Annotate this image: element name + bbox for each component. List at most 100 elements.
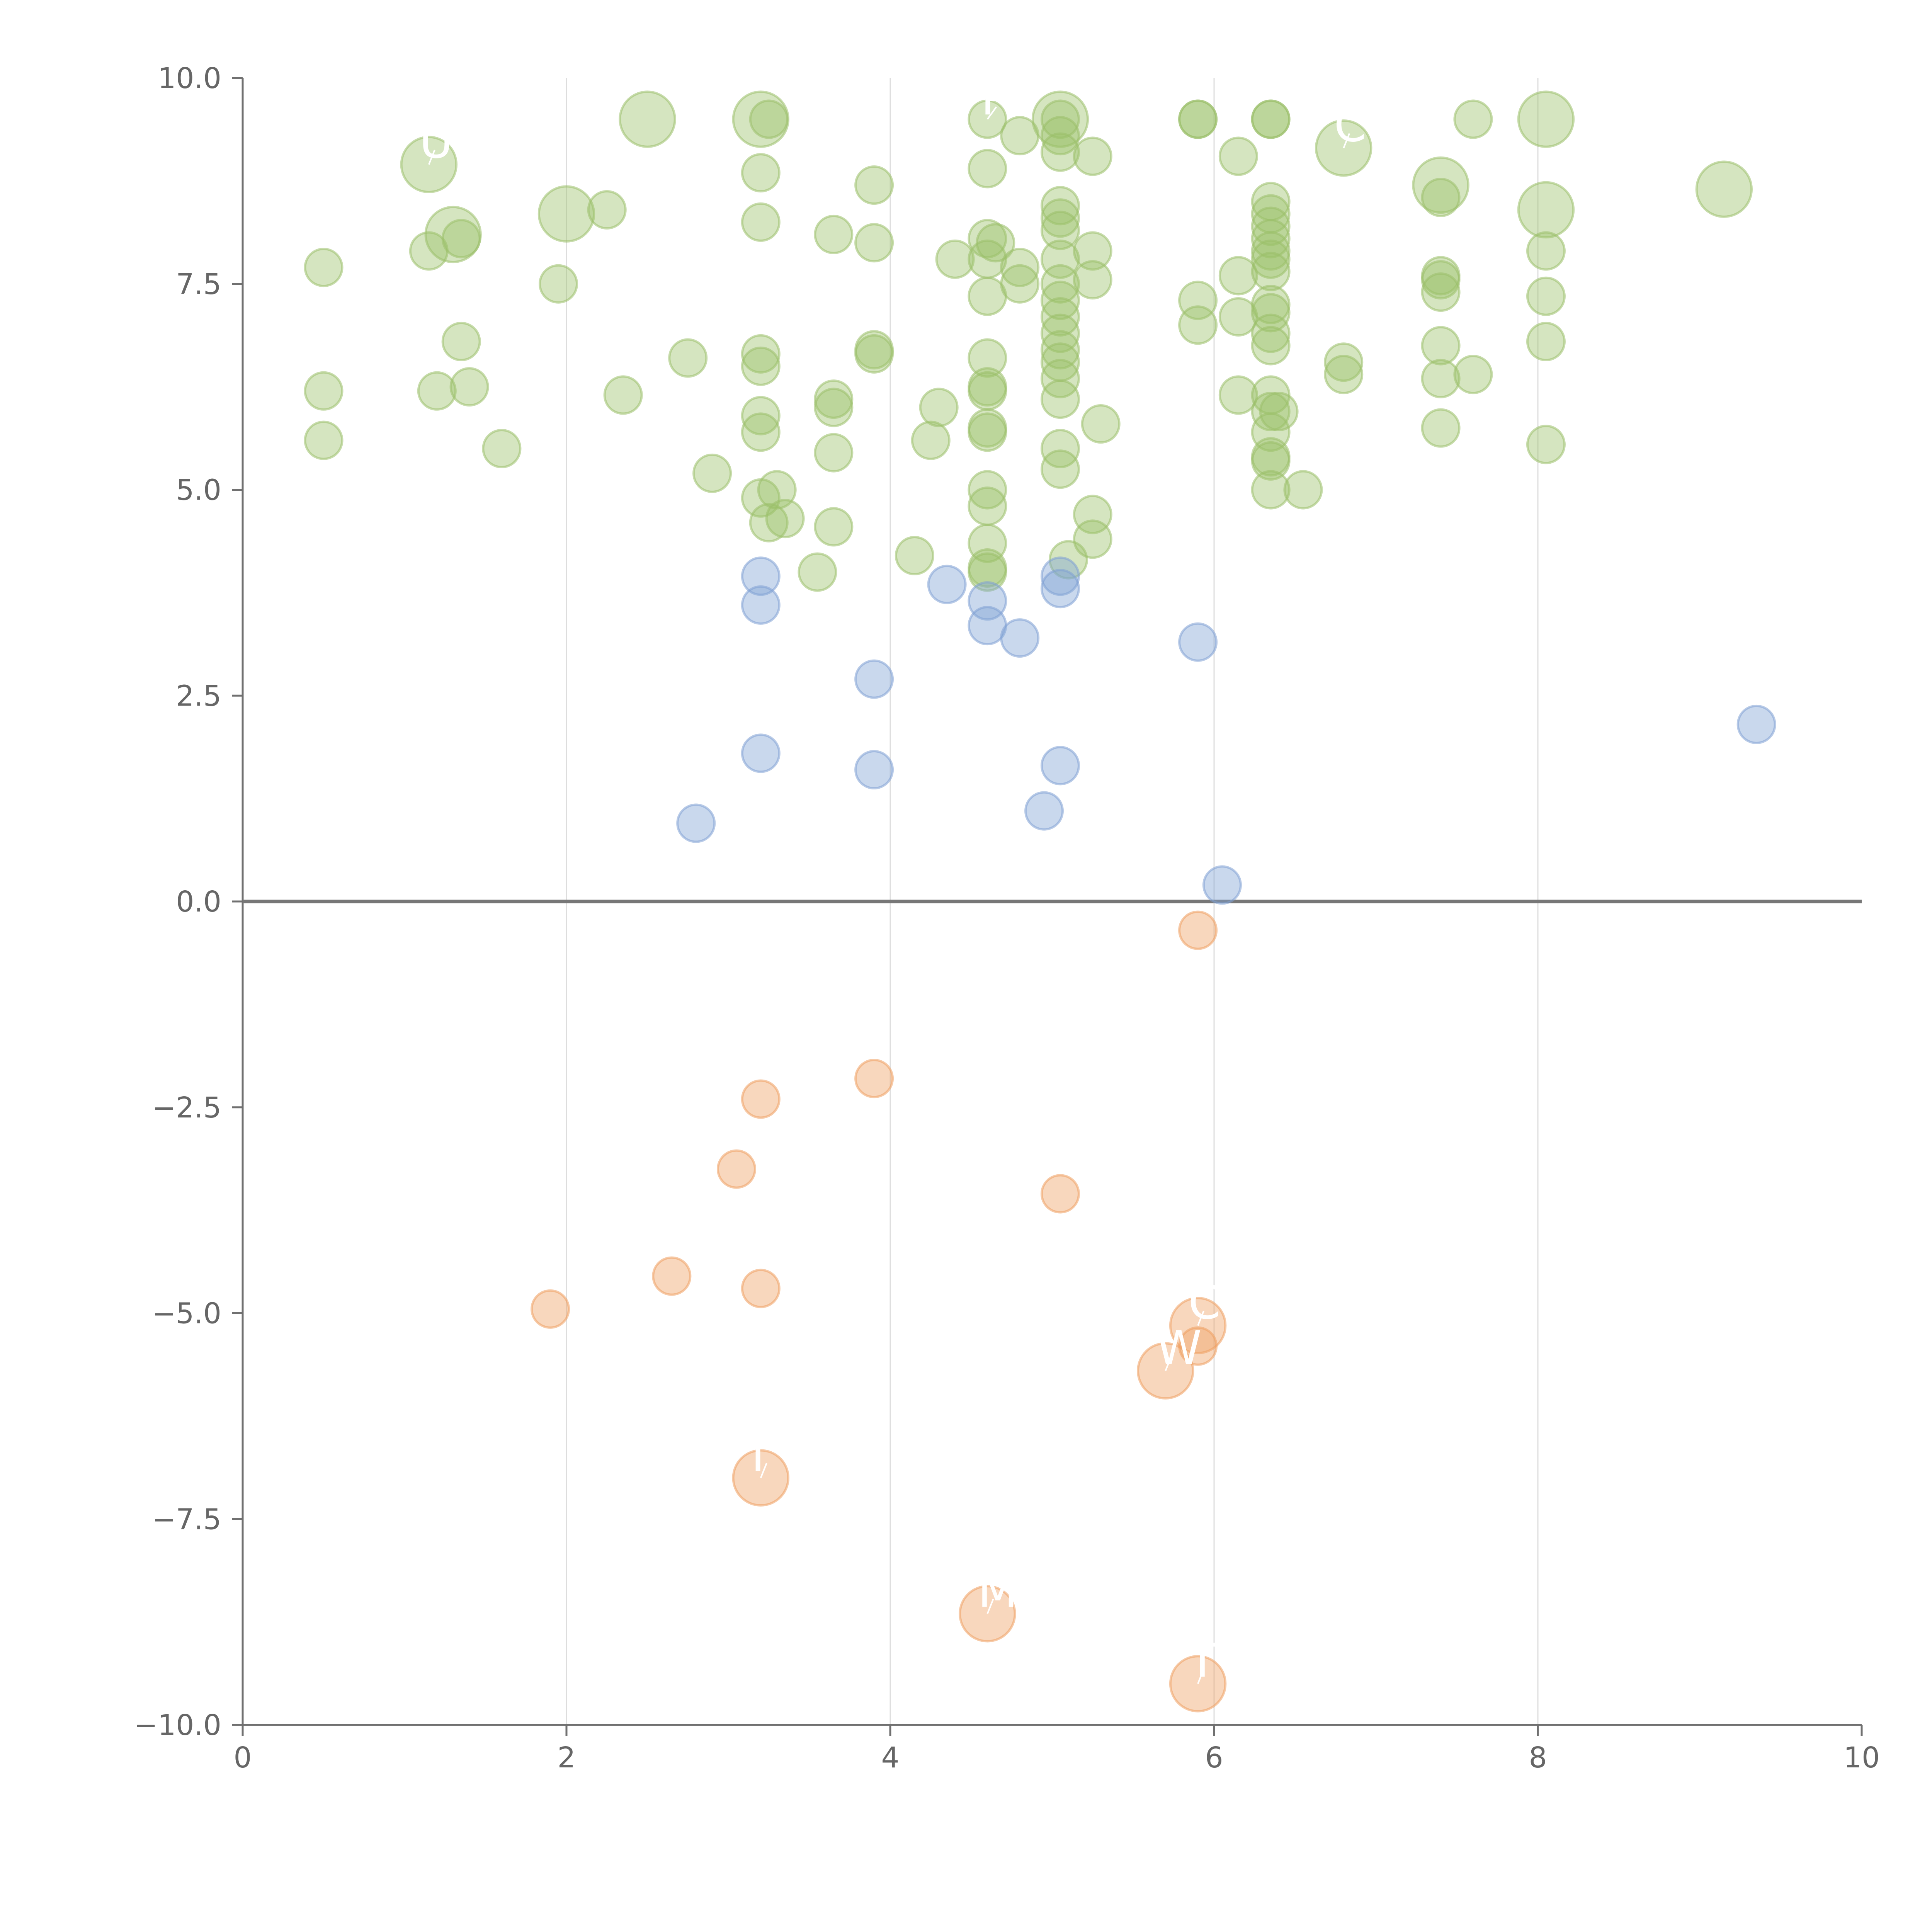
- bubble-point: [1000, 618, 1040, 658]
- bubble-point: [1526, 425, 1566, 464]
- bubble-point: [1421, 272, 1461, 312]
- bubble-point: [749, 503, 789, 543]
- y-tick-label: −2.5: [152, 1091, 221, 1124]
- bubble-point: [968, 412, 1007, 452]
- bubble-label: M: [978, 1565, 1018, 1618]
- bubble-point: [1251, 239, 1291, 279]
- bubble-point: [814, 379, 854, 419]
- bubble-point: [676, 803, 716, 843]
- bubble-point: [968, 149, 1007, 189]
- bubble-point: [668, 338, 708, 378]
- bubble-point: [749, 99, 789, 139]
- bubble-point: [1736, 704, 1776, 744]
- bubble-point: [1517, 181, 1575, 239]
- x-tick-label: 6: [1205, 1741, 1223, 1774]
- bubble-point: [814, 214, 854, 254]
- bubble-point: [482, 429, 522, 468]
- bubble-point: [304, 371, 344, 411]
- bubble-point: [1251, 313, 1291, 353]
- y-tick-label: 10.0: [158, 62, 221, 95]
- bubble-point: [854, 223, 894, 263]
- bubble-point: [1202, 865, 1242, 905]
- x-tick-label: 10: [1844, 1741, 1880, 1774]
- bubble-point: [692, 453, 732, 493]
- bubble-point: [1178, 99, 1218, 139]
- bubble-point: [531, 1289, 570, 1329]
- y-tick-label: −5.0: [152, 1297, 221, 1330]
- bubble-point: [741, 396, 781, 435]
- bubble-label: W: [1156, 1321, 1202, 1375]
- bubble-point: [1040, 449, 1080, 489]
- y-tick-label: 5.0: [176, 474, 221, 507]
- label-leader: [1343, 133, 1350, 148]
- bubble-point: [1421, 326, 1461, 366]
- bubble-point: [1324, 342, 1364, 382]
- bubble-point: [417, 371, 457, 411]
- bubble-point: [1073, 136, 1112, 176]
- x-tick-label: 4: [881, 1741, 899, 1774]
- x-tick-label: 8: [1529, 1741, 1547, 1774]
- bubble-point: [814, 388, 854, 427]
- bubble-label: U: [419, 115, 453, 169]
- x-tick-label: 2: [557, 1741, 575, 1774]
- bubble-point: [1178, 305, 1218, 345]
- label-leader: [1197, 1310, 1205, 1326]
- bubble-point: [814, 507, 854, 547]
- bubble-point: [449, 367, 489, 407]
- bubble-point: [1251, 326, 1291, 366]
- bubble-point: [895, 536, 934, 575]
- bubble-point: [854, 659, 894, 699]
- y-tick-label: 2.5: [176, 679, 221, 713]
- bubble-point: [968, 552, 1007, 592]
- bubble-point: [1040, 379, 1080, 419]
- label-leader: [1197, 1668, 1205, 1684]
- bubble-point: [854, 165, 894, 205]
- bubble-point: [1040, 198, 1080, 238]
- bubble-point: [1526, 321, 1566, 361]
- bubble-point: [741, 334, 781, 374]
- label-leader: [428, 150, 435, 165]
- bubble-point: [1040, 313, 1080, 353]
- bubble-point: [1421, 408, 1461, 448]
- bubble-point: [1040, 359, 1080, 398]
- bubble-point: [1000, 264, 1040, 304]
- bubble-point: [1178, 1326, 1218, 1366]
- label-leader: [986, 106, 997, 120]
- bubble-point: [968, 371, 1007, 411]
- bubble-point: [1324, 355, 1364, 395]
- bubble-label: P: [981, 72, 1009, 126]
- bubble-point: [1040, 569, 1080, 609]
- y-tick-label: 7.5: [176, 268, 221, 301]
- bubble-point: [976, 223, 1015, 263]
- bubble-point: [1412, 156, 1469, 214]
- bubble-point: [741, 346, 781, 386]
- bubble-layer: [304, 90, 1776, 1713]
- bubble-point: [765, 499, 805, 539]
- bubble-point: [603, 375, 643, 415]
- y-tick-label: −10.0: [134, 1709, 221, 1742]
- bubble-point: [1040, 132, 1080, 172]
- bubble-point: [1040, 746, 1080, 786]
- bubble-point: [1178, 622, 1218, 662]
- label-leader: [760, 1463, 767, 1478]
- bubble-point: [441, 321, 481, 361]
- bubble-point: [1040, 429, 1080, 468]
- bubble-point: [927, 565, 967, 604]
- bubble-point: [741, 1269, 781, 1308]
- bubble-point: [1040, 211, 1080, 250]
- bubble-point: [1218, 136, 1258, 176]
- bubble-point: [1526, 276, 1566, 316]
- bubble-point: [1695, 160, 1753, 218]
- bubble-point: [1453, 355, 1493, 395]
- bubble-point: [1251, 252, 1291, 291]
- bubble-point: [619, 90, 676, 148]
- bubble-point: [814, 433, 854, 473]
- bubble-point: [935, 239, 975, 279]
- bubble-point: [741, 153, 781, 193]
- bubble-point: [1453, 99, 1493, 139]
- bubble-point: [741, 733, 781, 773]
- bubble-point: [968, 338, 1007, 378]
- bubble-point: [1000, 248, 1040, 287]
- bubble-point: [1421, 260, 1461, 300]
